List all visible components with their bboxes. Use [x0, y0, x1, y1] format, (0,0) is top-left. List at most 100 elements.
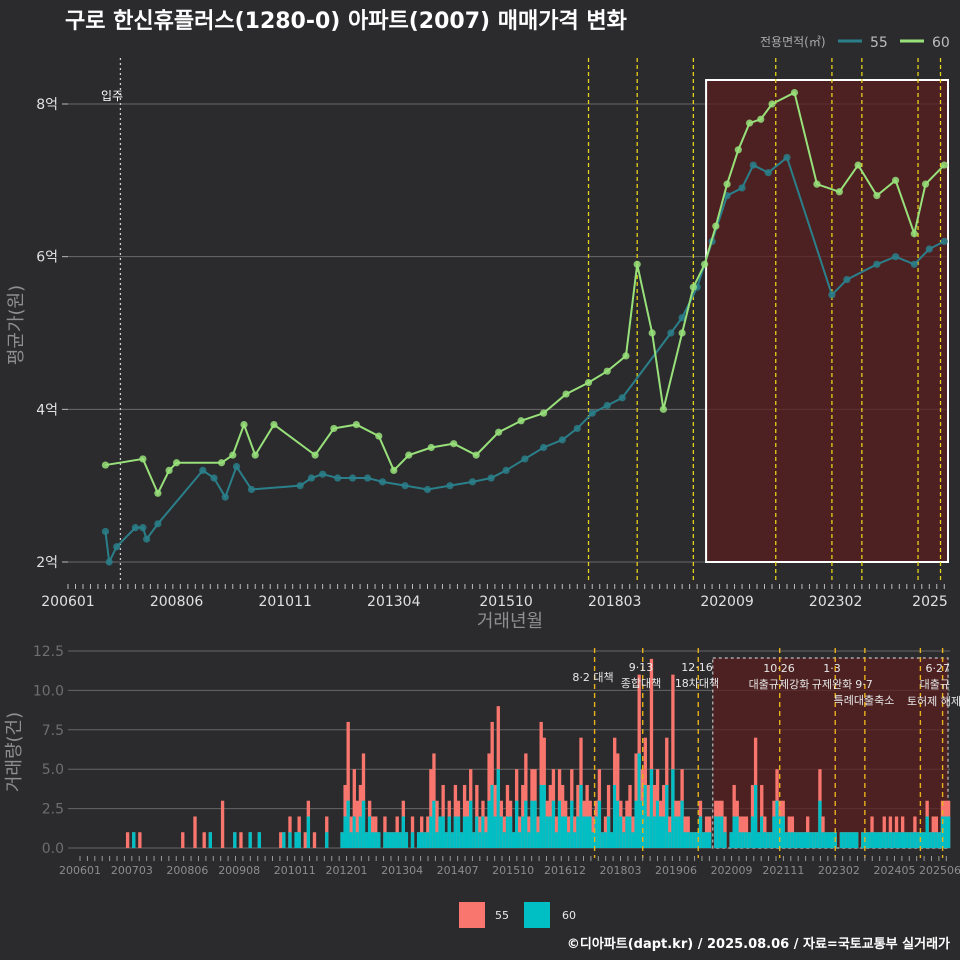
- bar-60: [383, 832, 387, 848]
- top-ytick-label: 4억: [36, 402, 58, 418]
- bar-60: [282, 832, 286, 848]
- bar-60: [533, 800, 537, 848]
- series-55-point: [738, 184, 746, 192]
- bar-55: [352, 769, 356, 848]
- bar-60: [753, 784, 758, 848]
- bar-55: [355, 800, 360, 848]
- bar-60: [910, 832, 914, 848]
- bar-60: [432, 800, 436, 848]
- bar-60: [361, 800, 366, 848]
- bar-60: [358, 816, 363, 848]
- bar-60: [931, 832, 935, 848]
- bar-60: [943, 816, 948, 848]
- bar-60: [465, 816, 470, 848]
- top-x-axis-label: 거래년월: [477, 611, 543, 632]
- series-55-point: [618, 394, 626, 402]
- bar-60: [613, 784, 617, 848]
- bottom-legend-label-55: 55: [495, 909, 509, 922]
- bar-60: [481, 816, 485, 848]
- bottom-y-axis-label: 거래량(건): [4, 712, 25, 792]
- bar-60: [554, 832, 559, 848]
- bar-60: [815, 832, 819, 848]
- bar-55: [181, 832, 185, 848]
- bar-60: [367, 816, 372, 848]
- bar-60: [946, 816, 951, 848]
- top-xtick-label: 202009: [700, 594, 753, 610]
- series-55-point: [221, 493, 229, 501]
- bar-60: [502, 832, 507, 848]
- policy-annotation-text: 6·27: [926, 662, 951, 675]
- legend-label-60: 60: [932, 35, 950, 51]
- series-60-point: [659, 405, 668, 413]
- bar-60: [744, 832, 749, 848]
- bar-60: [257, 832, 262, 848]
- bar-60: [469, 800, 473, 848]
- bottom-ytick-label: 5.0: [42, 762, 64, 778]
- series-60-point: [921, 180, 930, 188]
- bar-60: [420, 832, 424, 848]
- bar-60: [499, 816, 504, 848]
- bar-60: [723, 832, 727, 848]
- series-55-point: [105, 558, 113, 566]
- bottom-xtick-label: 200703: [111, 864, 153, 877]
- series-55-point: [843, 275, 851, 284]
- top-highlight-region: [705, 79, 949, 563]
- series-55-point: [210, 474, 218, 482]
- series-55-point: [363, 474, 372, 482]
- bar-60: [658, 816, 663, 848]
- series-55-point: [873, 260, 881, 268]
- policy-annotation-text: 1·3: [823, 662, 841, 675]
- chart-title: 구로 한신휴플러스(1280-0) 아파트(2007) 매매가격 변화: [65, 9, 627, 34]
- series-60-point: [472, 451, 480, 459]
- series-55-point: [101, 527, 110, 536]
- bottom-xtick-label: 201304: [381, 864, 423, 877]
- series-60-point: [745, 119, 754, 127]
- bar-60: [364, 832, 369, 848]
- series-60-point: [517, 417, 525, 425]
- bar-60: [573, 832, 577, 848]
- bar-60: [824, 832, 828, 848]
- bar-60: [855, 832, 859, 848]
- bar-60: [410, 832, 415, 848]
- bar-60: [545, 816, 549, 848]
- series-55-point: [783, 153, 791, 162]
- series-55-point: [319, 470, 327, 478]
- top-legend: 전용면적(㎡) 55 60: [760, 35, 950, 51]
- series-60-point: [790, 88, 799, 97]
- bar-60: [564, 816, 568, 848]
- bar-55: [303, 832, 307, 848]
- bottom-legend: 55 60: [459, 902, 576, 928]
- bar-60: [671, 769, 675, 848]
- series-55-point: [678, 314, 686, 322]
- bar-60: [701, 832, 706, 848]
- bar-60: [530, 800, 534, 848]
- bar-60: [426, 832, 430, 848]
- series-55-point: [423, 485, 432, 494]
- bar-60: [830, 832, 834, 848]
- bottom-xtick-label: 202405: [873, 864, 915, 877]
- policy-annotation-text: 특례대출축소: [834, 694, 895, 707]
- series-60-point: [757, 115, 765, 123]
- bar-60: [518, 832, 522, 848]
- bar-60: [634, 800, 638, 848]
- bar-60: [505, 816, 510, 848]
- bar-55: [138, 832, 142, 848]
- series-60-point: [854, 161, 862, 169]
- bar-60: [539, 784, 543, 848]
- bottom-xtick-label: 201510: [492, 864, 534, 877]
- bar-60: [867, 832, 871, 848]
- series-60-point: [330, 424, 338, 433]
- series-60-point: [603, 367, 611, 375]
- bar-60: [882, 832, 886, 848]
- bar-60: [775, 800, 779, 848]
- bar-60: [674, 816, 678, 848]
- legend-title: 전용면적(㎡): [760, 35, 826, 49]
- bar-60: [404, 832, 409, 848]
- series-60-point: [678, 329, 686, 337]
- bar-60: [585, 816, 589, 848]
- series-60-point: [891, 176, 900, 184]
- series-60-point: [689, 283, 697, 291]
- bar-60: [459, 832, 464, 848]
- policy-annotation-text: 토허제 해제: [907, 694, 960, 708]
- bar-60: [438, 816, 442, 848]
